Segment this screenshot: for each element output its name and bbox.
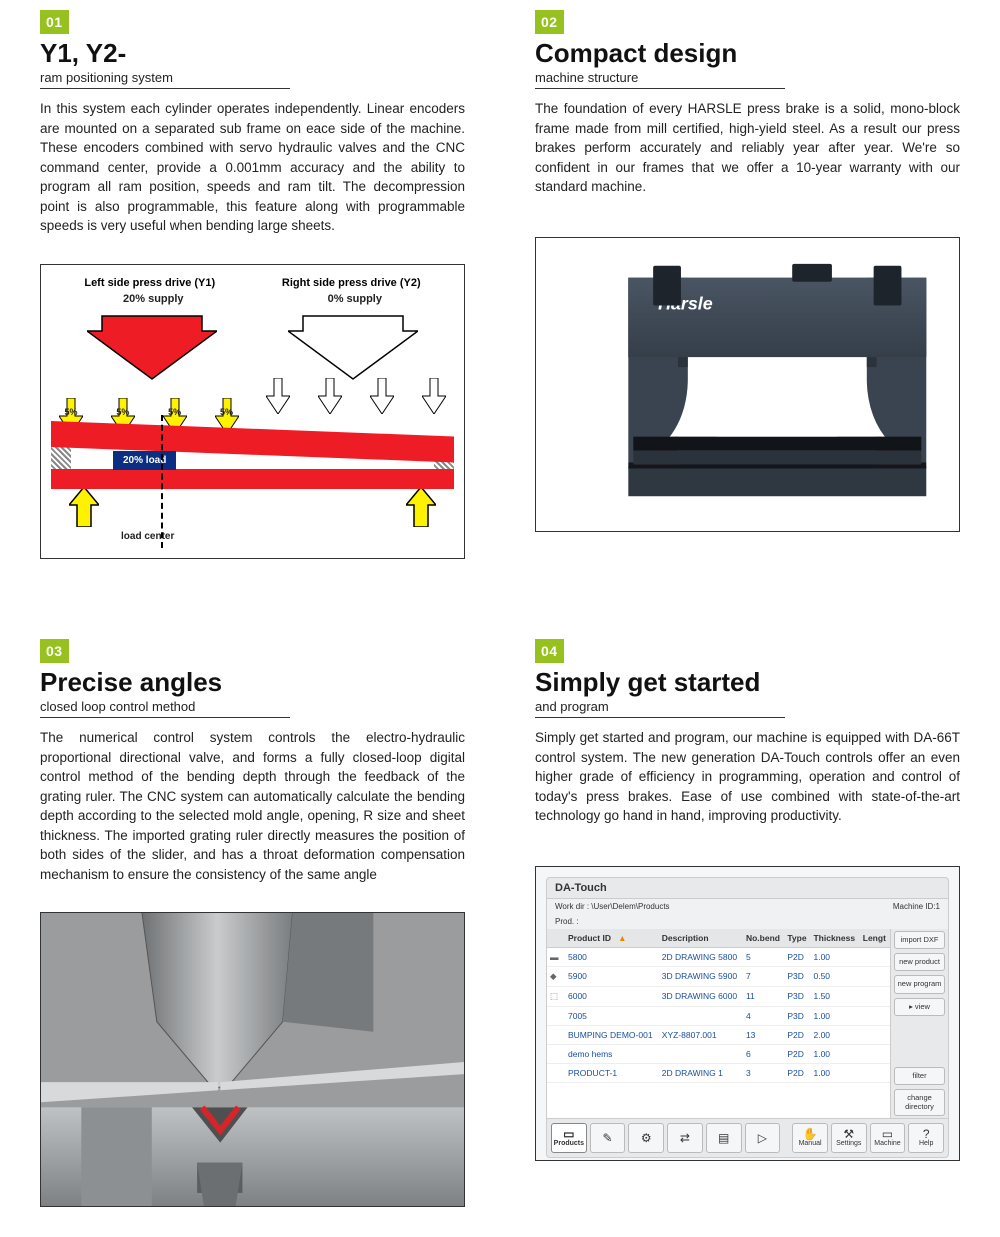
dt-side-btn[interactable]: import DXF: [894, 931, 945, 949]
dt-machineid: Machine ID:1: [893, 902, 940, 911]
diag1-right-label: Right side press drive (Y2): [282, 277, 421, 289]
dt-footer-btn[interactable]: ▷: [745, 1123, 781, 1153]
bar-top: [51, 421, 454, 462]
badge-04: 04: [535, 639, 564, 663]
table-row[interactable]: ◆59003D DRAWING 59007P3D0.50: [547, 966, 890, 986]
subtitle-03: closed loop control method: [40, 699, 290, 718]
feature-03: 03 Precise angles closed loop control me…: [40, 639, 465, 1208]
dt-brand: DA-Touch: [555, 882, 607, 894]
tooling-illustration: [41, 913, 464, 1206]
big-arrow-outline: [288, 311, 418, 381]
subtitle-01: ram positioning system: [40, 70, 290, 89]
dt-side-btn[interactable]: new product: [894, 953, 945, 971]
desc-03: The numerical control system controls th…: [40, 728, 465, 885]
subtitle-02: machine structure: [535, 70, 785, 89]
press-brake-illustration: Harsle: [536, 238, 959, 531]
bar-bottom: [51, 469, 454, 489]
badge-03: 03: [40, 639, 69, 663]
dt-table: Product ID ▲DescriptionNo.bendTypeThickn…: [547, 929, 890, 1118]
dt-prod: Prod. :: [555, 917, 579, 926]
title-03: Precise angles: [40, 667, 465, 698]
big-arrow-red: [87, 311, 217, 381]
diag1-right-supply: 0% supply: [328, 293, 382, 305]
figure-02: Harsle: [535, 237, 960, 532]
dt-workdir: Work dir : \User\Delem\Products: [555, 902, 670, 911]
dt-footer-btn[interactable]: ⇄: [667, 1123, 703, 1153]
dt-side-btn[interactable]: filter: [894, 1067, 945, 1085]
table-row[interactable]: demo hems6P2D1.00: [547, 1044, 890, 1063]
figure-04: DA-Touch Work dir : \User\Delem\Products…: [535, 866, 960, 1161]
dt-footer-btn[interactable]: ?Help: [908, 1123, 944, 1153]
dt-footer-btn[interactable]: ▭Machine: [870, 1123, 906, 1153]
title-04: Simply get started: [535, 667, 960, 698]
dt-col[interactable]: Type: [784, 929, 810, 948]
badge-01: 01: [40, 10, 69, 34]
dt-footer-btn[interactable]: ⚙: [628, 1123, 664, 1153]
desc-02: The foundation of every HARSLE press bra…: [535, 99, 960, 209]
desc-04: Simply get started and program, our mach…: [535, 728, 960, 838]
dash-line: [161, 415, 163, 548]
dt-col[interactable]: No.bend: [743, 929, 784, 948]
table-row[interactable]: BUMPING DEMO-001XYZ-8807.00113P2D2.00: [547, 1025, 890, 1044]
table-row[interactable]: 70054P3D1.00: [547, 1006, 890, 1025]
dt-footer-btn[interactable]: ✋Manual: [792, 1123, 828, 1153]
badge-02: 02: [535, 10, 564, 34]
pct-1: 5%: [59, 407, 83, 417]
dt-col[interactable]: Product ID ▲: [565, 929, 659, 948]
dt-footer-btn[interactable]: ▭Products: [551, 1123, 587, 1153]
dt-side: import DXF new product new program ▸ view fi…: [890, 929, 948, 1118]
dt-footer-btn[interactable]: ⚒Settings: [831, 1123, 867, 1153]
figure-03: [40, 912, 465, 1207]
load-box: 20% load: [113, 451, 176, 470]
figure-01: Left side press drive (Y1) Right side pr…: [40, 264, 465, 559]
dt-side-btn[interactable]: change directory: [894, 1089, 945, 1116]
diag1-left-label: Left side press drive (Y1): [84, 277, 215, 289]
load-center-label: load center: [121, 531, 454, 542]
diag1-left-supply: 20% supply: [123, 293, 184, 305]
dt-col[interactable]: Description: [659, 929, 743, 948]
dt-footer-btn[interactable]: ✎: [590, 1123, 626, 1153]
dt-footer: ▭Products✎⚙⇄▤▷ ✋Manual⚒Settings▭Machine?H…: [546, 1119, 949, 1158]
dt-footer-btn[interactable]: ▤: [706, 1123, 742, 1153]
desc-01: In this system each cylinder operates in…: [40, 99, 465, 236]
dt-col[interactable]: Thickness: [810, 929, 859, 948]
dt-col[interactable]: Lengt: [860, 929, 890, 948]
dt-side-btn[interactable]: new program: [894, 975, 945, 993]
subtitle-04: and program: [535, 699, 785, 718]
feature-02: 02 Compact design machine structure The …: [535, 10, 960, 559]
pct-4: 5%: [215, 407, 239, 417]
datouch-screen: DA-Touch Work dir : \User\Delem\Products…: [536, 867, 959, 1160]
title-01: Y1, Y2-: [40, 38, 465, 69]
table-row[interactable]: ▬58002D DRAWING 58005P2D1.00: [547, 947, 890, 966]
pct-2: 5%: [111, 407, 135, 417]
dt-side-btn[interactable]: ▸ view: [894, 998, 945, 1016]
table-row[interactable]: PRODUCT-12D DRAWING 13P2D1.00: [547, 1063, 890, 1082]
feature-01: 01 Y1, Y2- ram positioning system In thi…: [40, 10, 465, 559]
pct-3: 5%: [163, 407, 187, 417]
feature-04: 04 Simply get started and program Simply…: [535, 639, 960, 1208]
table-row[interactable]: ⬚60003D DRAWING 600011P3D1.50: [547, 986, 890, 1006]
title-02: Compact design: [535, 38, 960, 69]
